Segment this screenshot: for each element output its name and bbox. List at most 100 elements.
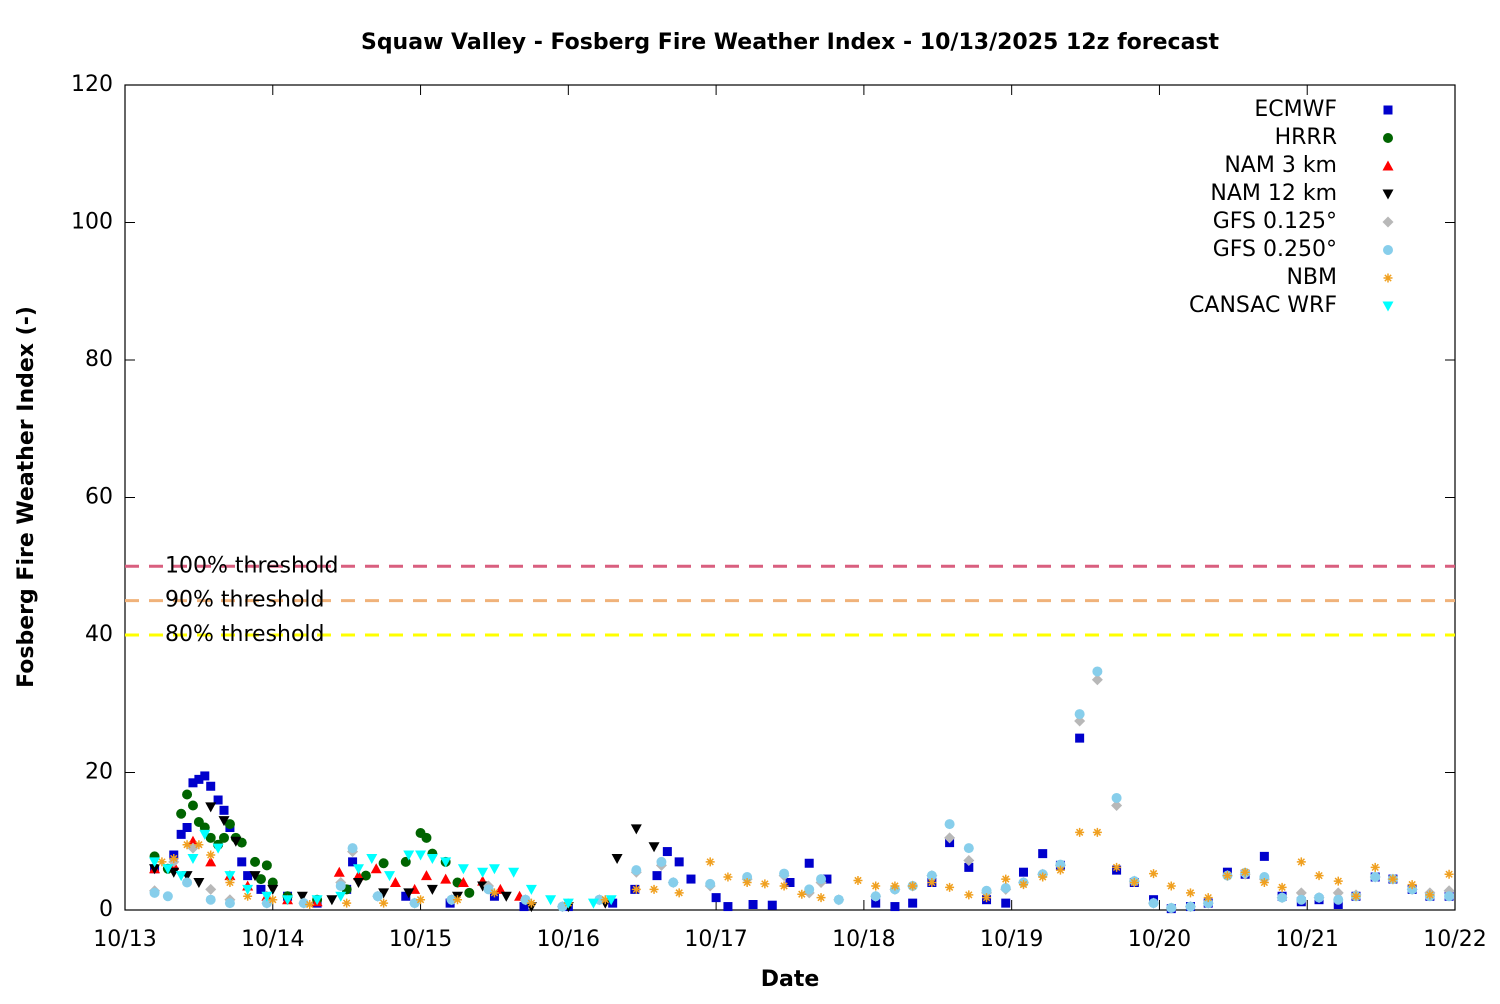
legend-marker bbox=[1382, 216, 1394, 228]
data-point bbox=[212, 843, 224, 854]
data-point bbox=[224, 898, 235, 909]
data-point bbox=[1018, 880, 1028, 890]
data-point bbox=[557, 901, 568, 912]
data-point bbox=[187, 800, 198, 811]
x-tick-label: 10/20 bbox=[1128, 927, 1191, 952]
legend-label: ECMWF bbox=[1254, 97, 1337, 122]
data-point bbox=[335, 880, 346, 891]
data-point bbox=[1240, 867, 1250, 877]
data-point bbox=[194, 774, 204, 784]
data-point bbox=[1333, 876, 1343, 886]
data-point bbox=[199, 829, 211, 840]
data-point bbox=[282, 895, 294, 906]
data-point bbox=[255, 874, 266, 885]
data-point bbox=[352, 864, 364, 875]
data-point bbox=[1259, 851, 1269, 861]
data-point bbox=[1092, 666, 1103, 677]
data-point bbox=[169, 853, 179, 863]
data-point bbox=[243, 871, 253, 881]
data-point bbox=[1166, 881, 1176, 891]
data-point bbox=[1074, 709, 1085, 720]
data-point bbox=[1222, 871, 1232, 881]
data-point bbox=[870, 891, 881, 902]
data-point bbox=[333, 866, 345, 877]
data-point bbox=[804, 858, 814, 868]
legend-marker bbox=[1382, 160, 1394, 171]
data-point bbox=[1018, 867, 1028, 877]
data-point bbox=[963, 843, 974, 854]
data-point bbox=[1075, 733, 1085, 743]
data-point bbox=[457, 864, 469, 875]
data-point bbox=[187, 853, 199, 864]
data-point bbox=[296, 891, 308, 902]
legend-label: NBM bbox=[1286, 265, 1337, 290]
data-point bbox=[488, 864, 500, 875]
data-point bbox=[926, 870, 937, 881]
data-point bbox=[298, 898, 309, 909]
data-point bbox=[403, 888, 415, 899]
data-point bbox=[182, 823, 192, 832]
data-point bbox=[963, 855, 975, 866]
threshold-label: 90% threshold bbox=[165, 588, 325, 613]
data-point bbox=[149, 864, 161, 875]
data-point bbox=[416, 895, 426, 905]
data-point bbox=[1314, 871, 1324, 881]
data-point bbox=[352, 878, 364, 888]
data-point bbox=[804, 884, 815, 895]
data-point bbox=[686, 874, 696, 884]
data-point bbox=[378, 888, 390, 899]
data-point bbox=[927, 878, 937, 887]
data-point bbox=[600, 895, 610, 905]
data-point bbox=[182, 789, 193, 800]
data-point bbox=[218, 816, 230, 827]
data-point bbox=[205, 832, 216, 843]
data-point bbox=[477, 867, 489, 878]
data-point bbox=[853, 875, 863, 885]
data-point bbox=[871, 898, 881, 908]
data-point bbox=[372, 891, 383, 902]
data-point bbox=[1425, 890, 1435, 900]
x-tick-label: 10/22 bbox=[1423, 927, 1486, 952]
data-point bbox=[1092, 827, 1102, 837]
data-point bbox=[1055, 865, 1065, 875]
data-point bbox=[415, 850, 427, 861]
data-point bbox=[1001, 874, 1011, 884]
data-point bbox=[982, 893, 992, 903]
data-point bbox=[219, 832, 230, 843]
legend-marker bbox=[1383, 133, 1393, 143]
data-point bbox=[1075, 827, 1085, 837]
y-tick-label: 20 bbox=[85, 760, 113, 785]
data-point bbox=[176, 829, 186, 839]
data-point bbox=[908, 881, 918, 891]
x-axis-label: Date bbox=[761, 967, 820, 992]
data-point bbox=[335, 891, 347, 902]
data-point bbox=[194, 840, 204, 850]
x-tick-label: 10/17 bbox=[684, 927, 747, 952]
data-point bbox=[871, 881, 881, 891]
data-point bbox=[225, 878, 235, 887]
legend-label: HRRR bbox=[1275, 125, 1337, 150]
data-point bbox=[705, 878, 716, 889]
data-point bbox=[162, 864, 174, 875]
data-point bbox=[608, 898, 618, 908]
data-point bbox=[489, 888, 499, 898]
data-point bbox=[193, 878, 205, 888]
data-point bbox=[1148, 898, 1159, 909]
legend-marker bbox=[1382, 189, 1394, 200]
data-point bbox=[1000, 883, 1011, 893]
legend-label: GFS 0.125° bbox=[1213, 209, 1337, 234]
data-point bbox=[1111, 792, 1122, 803]
data-point bbox=[779, 881, 789, 891]
data-point bbox=[964, 890, 974, 900]
data-point bbox=[426, 884, 438, 895]
data-point bbox=[981, 885, 992, 896]
x-tick-label: 10/21 bbox=[1276, 927, 1339, 952]
data-point bbox=[631, 884, 641, 894]
data-point bbox=[1351, 891, 1361, 901]
data-point bbox=[348, 857, 358, 867]
data-point bbox=[748, 900, 758, 909]
data-point bbox=[816, 874, 827, 885]
data-point bbox=[964, 862, 974, 872]
data-point bbox=[1444, 869, 1454, 879]
